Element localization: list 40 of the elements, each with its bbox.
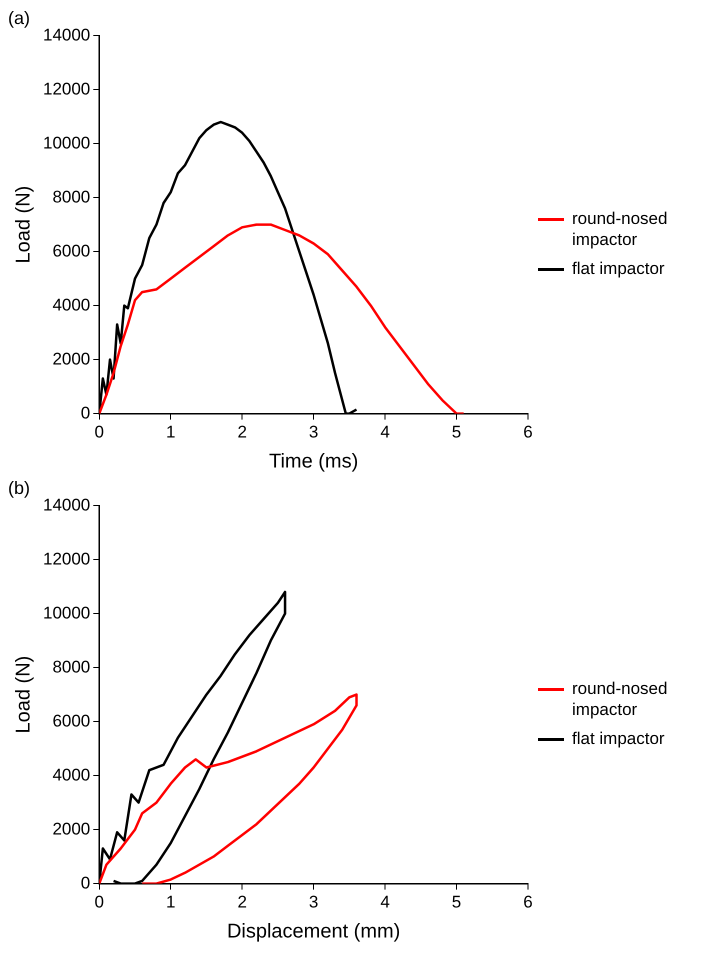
x-tick-label: 0 <box>94 422 104 442</box>
y-tick-label: 4000 <box>52 295 90 314</box>
y-tick-label: 12000 <box>42 549 90 568</box>
x-tick-label: 4 <box>380 422 390 442</box>
x-tick-label: 6 <box>523 892 533 912</box>
y-tick-label: 14000 <box>42 25 90 44</box>
x-tick-label: 1 <box>166 892 176 912</box>
legend-label: round-nosed impactor <box>572 678 668 720</box>
x-axis-title: Displacement (mm) <box>226 920 400 943</box>
y-tick-label: 2000 <box>52 349 90 368</box>
y-tick-label: 8000 <box>52 187 90 206</box>
y-tick-label: 10000 <box>42 133 90 152</box>
x-tick-label: 5 <box>452 892 462 912</box>
chart-title: (a) <box>8 8 30 28</box>
x-tick-label: 5 <box>452 422 462 442</box>
x-tick-label: 1 <box>166 422 176 442</box>
y-tick-label: 10000 <box>42 603 90 622</box>
x-tick-label: 3 <box>308 422 318 442</box>
x-tick-label: 2 <box>237 892 247 912</box>
x-tick-label: 0 <box>94 892 104 912</box>
y-tick-label: 8000 <box>52 657 90 676</box>
x-tick-label: 6 <box>523 422 533 442</box>
y-axis-title: Load (N) <box>12 656 35 734</box>
y-tick-label: 0 <box>80 403 90 422</box>
x-axis-title: Time (ms) <box>269 450 358 473</box>
y-tick-label: 6000 <box>52 711 90 730</box>
legend-label: flat impactor <box>572 258 665 278</box>
y-tick-label: 2000 <box>52 819 90 838</box>
y-tick-label: 12000 <box>42 79 90 98</box>
y-tick-label: 6000 <box>52 241 90 260</box>
y-axis-title: Load (N) <box>12 186 35 264</box>
y-tick-label: 4000 <box>52 765 90 784</box>
y-tick-label: 0 <box>80 873 90 892</box>
legend-label: round-nosed impactor <box>572 208 668 250</box>
x-tick-label: 4 <box>380 892 390 912</box>
x-tick-label: 3 <box>308 892 318 912</box>
x-tick-label: 2 <box>237 422 247 442</box>
chart-title: (b) <box>8 478 30 498</box>
legend-label: flat impactor <box>572 728 665 748</box>
y-tick-label: 14000 <box>42 495 90 514</box>
